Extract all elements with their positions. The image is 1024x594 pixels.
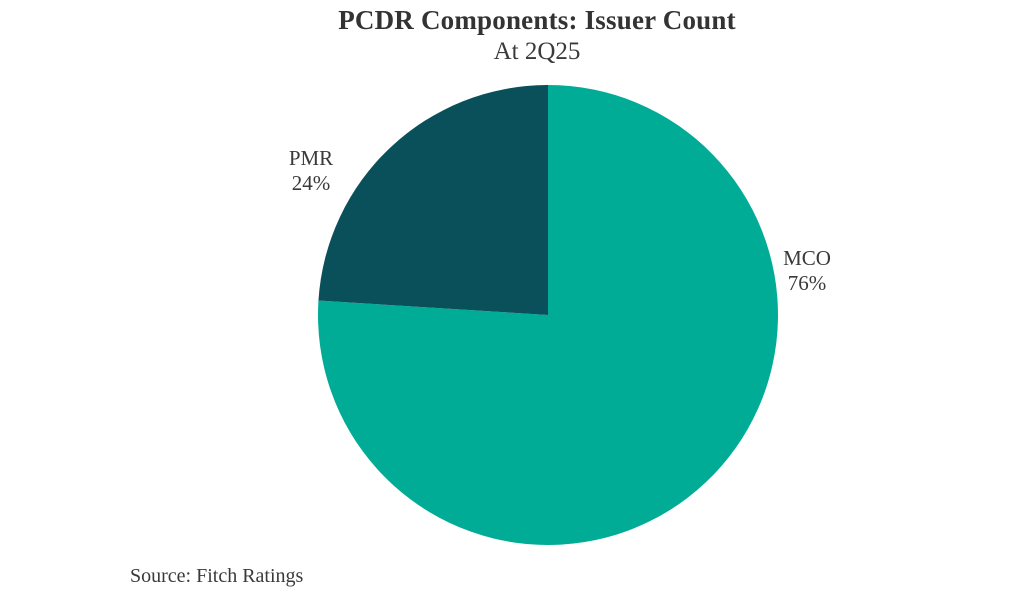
slice-label-percent: 24% xyxy=(291,171,331,195)
pie-slice-mco xyxy=(317,85,778,545)
source-note: Source: Fitch Ratings xyxy=(130,565,304,587)
slice-label-mco: MCO 76% xyxy=(783,246,831,296)
slice-label-pmr: PMR 24% xyxy=(289,146,333,196)
slice-label-name: PMR xyxy=(288,146,334,170)
chart-title: PCDR Components: Issuer Count xyxy=(338,5,736,35)
chart-subtitle: At 2Q25 xyxy=(493,38,581,65)
slice-label-percent: 76% xyxy=(787,271,827,295)
slice-label-name: MCO xyxy=(783,246,831,270)
pie-slice-pmr xyxy=(318,84,548,315)
